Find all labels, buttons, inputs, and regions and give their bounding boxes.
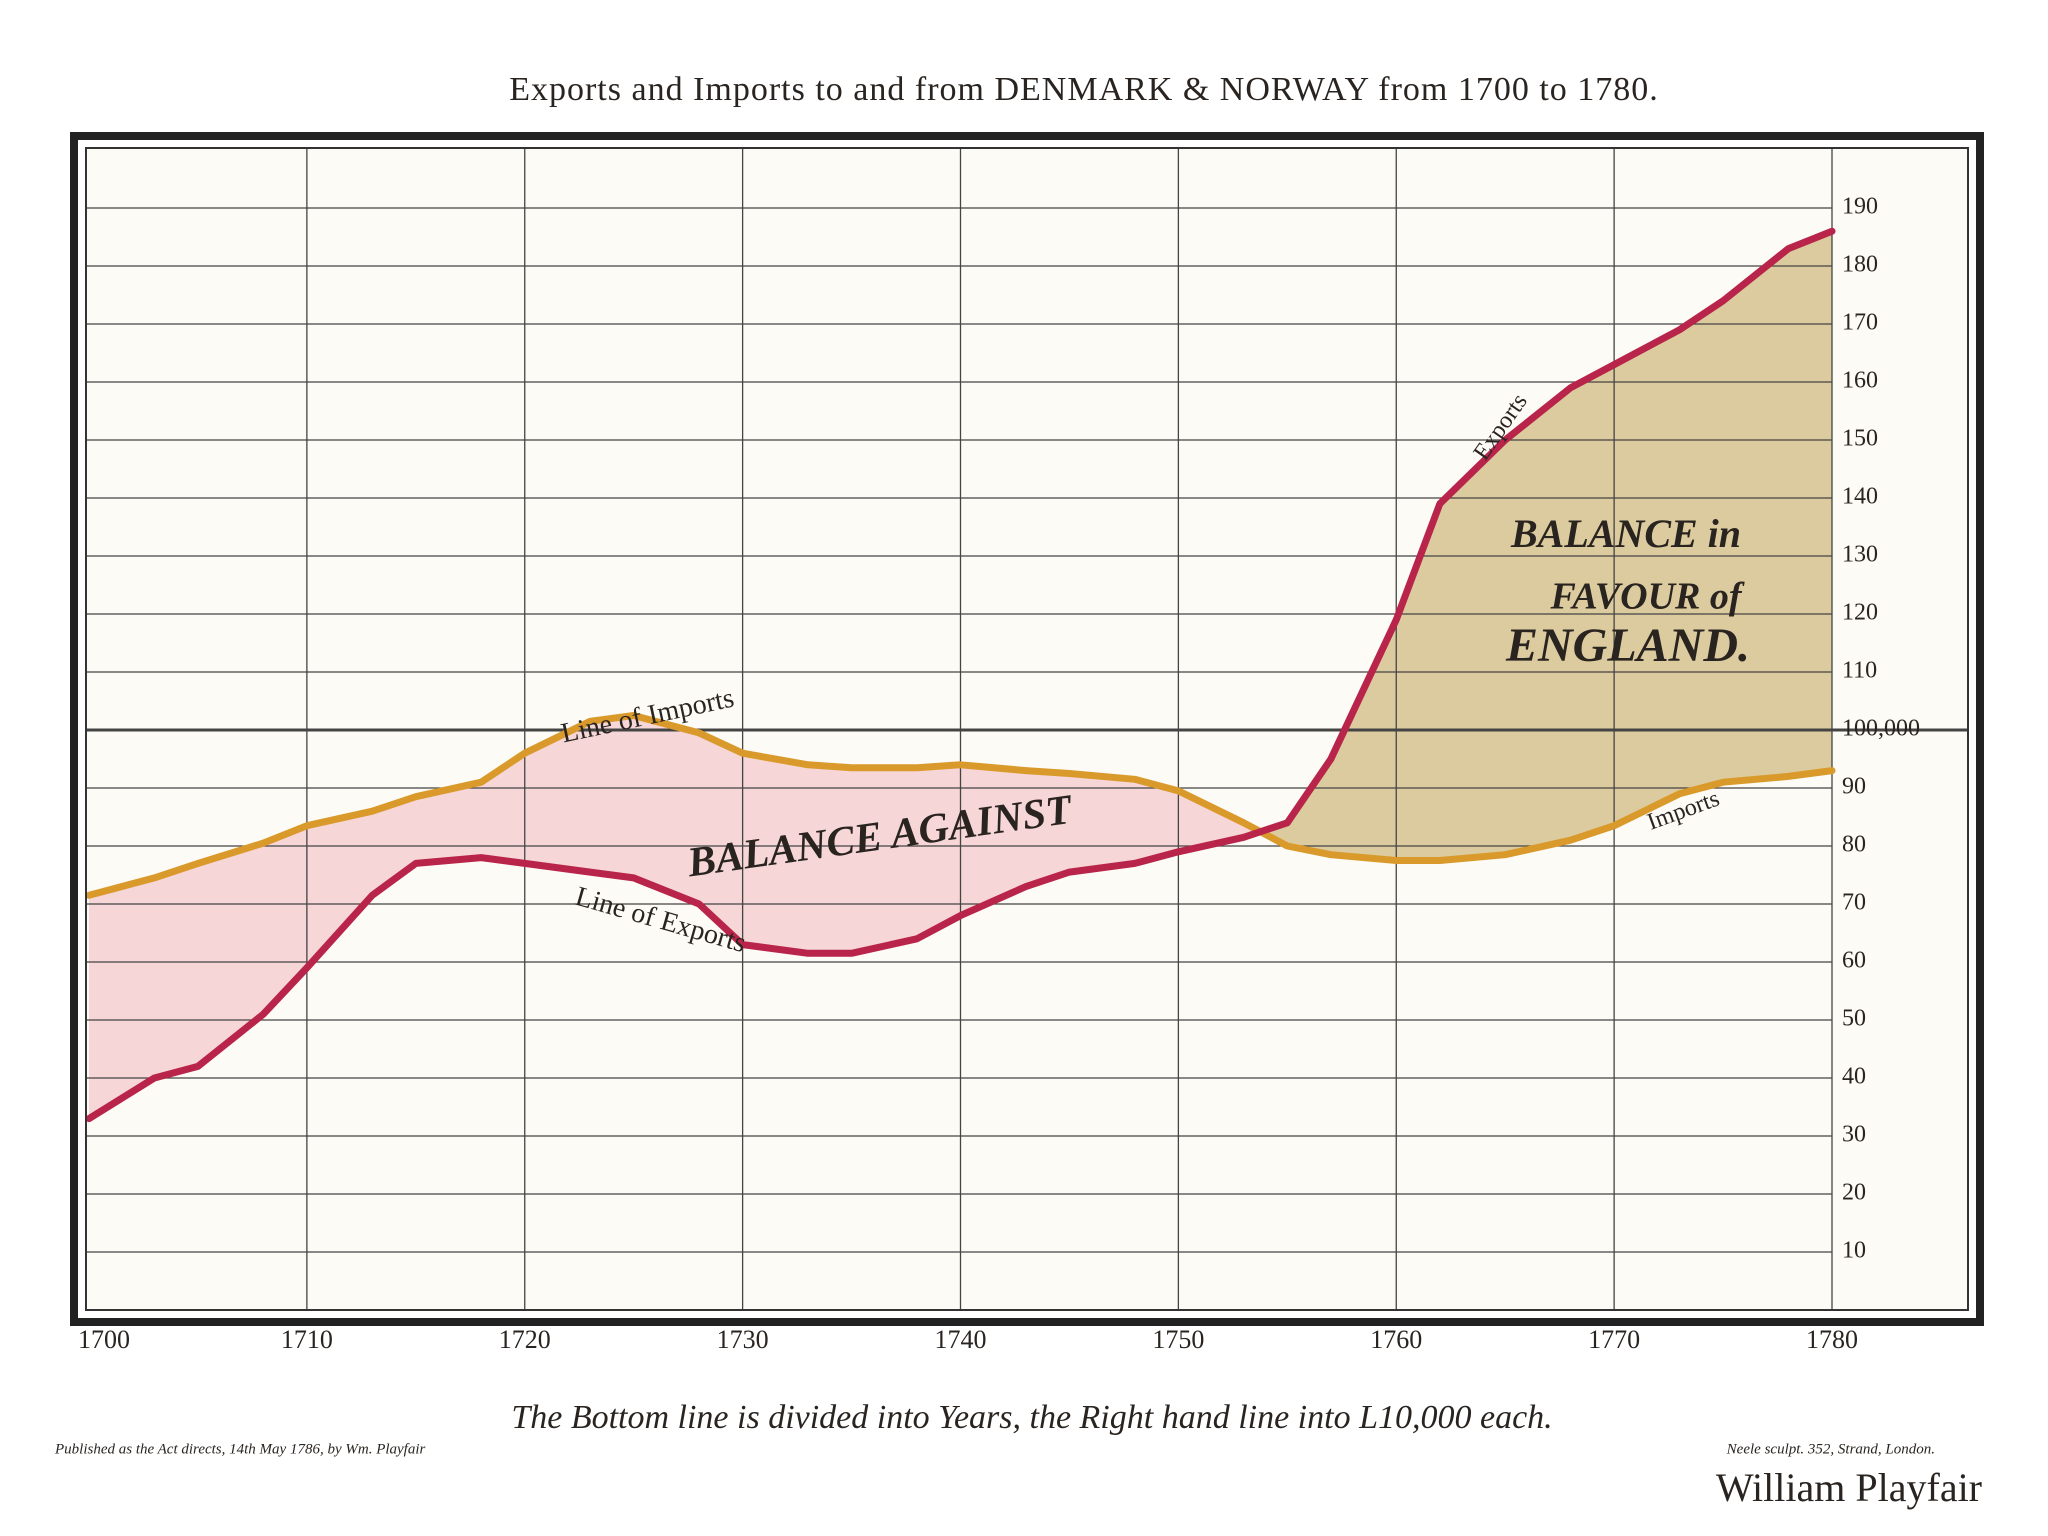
grid-layer xyxy=(86,148,1968,1310)
y-tick-label: 160 xyxy=(1842,368,1878,394)
y-tick-label: 70 xyxy=(1842,890,1866,916)
y-tick-label: 10 xyxy=(1842,1238,1866,1264)
x-tick-label: 1750 xyxy=(1152,1325,1204,1354)
y-tick-label: 20 xyxy=(1842,1180,1866,1206)
y-tick-label: 110 xyxy=(1842,658,1877,684)
y-tick-label: 100,000 xyxy=(1842,716,1920,742)
y-tick-label: 120 xyxy=(1842,600,1878,626)
y-tick-label: 80 xyxy=(1842,832,1866,858)
x-tick-label: 1770 xyxy=(1588,1325,1640,1354)
y-tick-label: 150 xyxy=(1842,426,1878,452)
annotation: ENGLAND. xyxy=(1505,619,1750,672)
y-tick-label: 130 xyxy=(1842,542,1878,568)
y-tick-label: 170 xyxy=(1842,310,1878,336)
annotation: BALANCE in xyxy=(1510,511,1741,556)
line-layer xyxy=(85,227,1836,1123)
y-tick-label: 40 xyxy=(1842,1064,1866,1090)
x-tick-label: 1700 xyxy=(78,1325,130,1354)
outer-frame xyxy=(70,132,1984,1326)
credit: William Playfair xyxy=(1716,1465,1982,1510)
x-tick-label: 1710 xyxy=(281,1325,333,1354)
y-tick-label: 50 xyxy=(1842,1006,1866,1032)
chart-title: Exports and Imports to and from DENMARK … xyxy=(509,71,1659,108)
series-line xyxy=(85,227,1836,1123)
x-tick-label: 1780 xyxy=(1806,1325,1858,1354)
y-tick-label: 60 xyxy=(1842,948,1866,974)
x-tick-label: 1720 xyxy=(499,1325,551,1354)
axis-note: The Bottom line is divided into Years, t… xyxy=(511,1399,1552,1436)
engraver-note: Neele sculpt. 352, Strand, London. xyxy=(1726,1441,1935,1457)
y-tick-label: 90 xyxy=(1842,774,1866,800)
series-line xyxy=(85,712,1836,899)
x-tick-label: 1730 xyxy=(717,1325,769,1354)
annotation: FAVOUR of xyxy=(1549,576,1744,618)
x-tick-label: 1740 xyxy=(935,1325,987,1354)
y-tick-label: 140 xyxy=(1842,484,1878,510)
x-tick-label: 1760 xyxy=(1370,1325,1422,1354)
y-tick-label: 30 xyxy=(1842,1122,1866,1148)
y-tick-label: 190 xyxy=(1842,194,1878,220)
publisher-note: Published as the Act directs, 14th May 1… xyxy=(54,1441,426,1457)
inner-frame xyxy=(85,147,1969,1311)
y-tick-label: 180 xyxy=(1842,252,1878,278)
